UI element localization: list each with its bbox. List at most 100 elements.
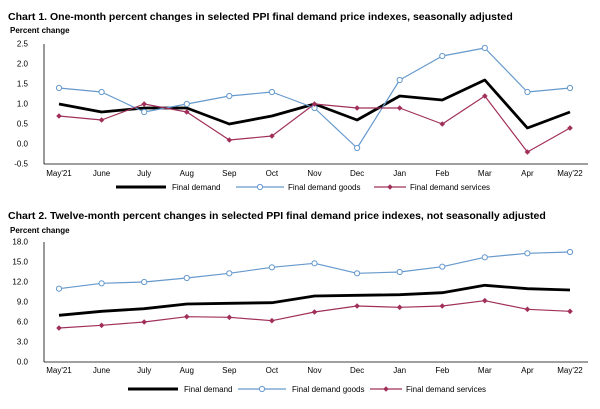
chart-2-xtick-feb: Feb: [435, 366, 449, 375]
chart-1-point-final-demand-services-june: [98, 117, 105, 123]
chart-1-point-final-demand-services-aug: [183, 109, 190, 115]
chart-1-ytick: 0.5: [17, 120, 29, 129]
chart-2-point-final-demand-goods-nov: [311, 260, 318, 267]
chart-2-ytick: 9.0: [17, 298, 29, 307]
chart-1-legend-item-final-demand: Final demand: [116, 183, 220, 192]
chart-2-point-final-demand-goods-feb: [439, 263, 446, 270]
chart-1-legend-item-final-demand-goods: Final demand goods: [236, 183, 361, 192]
chart-1-series-markers: [55, 44, 574, 155]
chart-1-point-final-demand-services-oct: [269, 133, 275, 139]
chart-1-xtick-dec: Dec: [350, 169, 364, 178]
chart-1-point-final-demand-goods-dec: [354, 144, 361, 152]
chart-1-point-final-demand-goods-feb: [439, 52, 446, 60]
chart-2-ytick: 18.0: [12, 238, 28, 247]
chart-2-point-final-demand-goods-dec: [354, 270, 361, 277]
chart-1-ytick: 2.5: [17, 40, 29, 49]
chart-1-point-final-demand-goods-apr: [524, 88, 531, 96]
chart-2-ytick: 15.0: [12, 258, 28, 267]
chart-1-xtick-mar: Mar: [478, 169, 492, 178]
legend-label-final-demand-goods: Final demand goods: [292, 385, 365, 394]
chart-1-point-final-demand-goods-sep: [226, 92, 233, 100]
chart-1-point-final-demand-goods-aug: [183, 100, 190, 108]
chart-2-point-final-demand-goods-oct: [268, 264, 275, 271]
chart-2-xtick-may-21: May'21: [46, 366, 72, 375]
chart-1-point-final-demand-services-apr: [524, 149, 531, 155]
chart-1-point-final-demand-services-sep: [226, 137, 233, 143]
chart-1-x-ticks: May'21 June July Aug Sep Oct Nov Dec Jan Feb Mar Ap…: [46, 169, 583, 178]
chart-1-point-final-demand-goods-mar: [481, 44, 488, 52]
chart-1-point-final-demand-services-mar: [482, 93, 488, 99]
chart-1-ytick: 0.0: [17, 140, 29, 149]
chart-2-xtick-july: July: [137, 366, 151, 375]
chart-1-point-final-demand-goods-jan: [396, 76, 403, 84]
chart-2-xtick-june: June: [93, 366, 111, 375]
chart-2-ytick: 0.0: [17, 358, 29, 367]
chart-1-point-final-demand-goods-may-21: [55, 84, 63, 92]
chart-2-ytick: 6.0: [17, 318, 29, 327]
chart-2-line-final-demand: [58, 283, 571, 317]
chart-1-title: Chart 1. One-month percent changes in se…: [8, 11, 513, 23]
chart-1-series-lines: [58, 47, 571, 153]
legend-marker-diamond: [383, 386, 389, 392]
legend-marker-diamond: [387, 184, 393, 190]
chart-2-xtick-dec: Dec: [350, 366, 364, 375]
chart-2-xtick-apr: Apr: [521, 366, 534, 375]
chart-2-legend-item-final-demand-goods: Final demand goods: [238, 385, 365, 394]
legend-label-final-demand-services: Final demand services: [406, 385, 486, 394]
chart-2-point-final-demand-goods-may-21: [55, 285, 63, 292]
chart-2-y-ticks: 18.0 15.0 12.0 9.0 6.0 3.0 0.0: [12, 238, 28, 367]
chart-2-point-final-demand-services-sep: [226, 314, 233, 321]
chart-1-xtick-july: July: [137, 169, 151, 178]
legend-label-final-demand-services: Final demand services: [410, 183, 490, 192]
chart-1-xtick-feb: Feb: [435, 169, 449, 178]
chart-2-point-final-demand-services-oct: [269, 317, 275, 324]
chart-1-ytick: -0.5: [14, 160, 28, 169]
legend-label-final-demand: Final demand: [184, 385, 232, 394]
chart-1-legend: Final demand Final demand goods Final de…: [116, 183, 490, 192]
chart-1-y-ticks: 2.5 2.0 1.5 1.0 0.5 0.0 -0.5: [14, 40, 28, 169]
chart-1-point-final-demand-goods-june: [98, 88, 105, 96]
chart-2-ylabel: Percent change: [10, 226, 70, 235]
chart-1-xtick-may-21: May'21: [46, 169, 72, 178]
chart-2-series-markers: [55, 248, 574, 331]
chart-1-ytick: 1.0: [17, 100, 29, 109]
chart-1-ytick: 1.5: [17, 80, 29, 89]
chart-2-point-final-demand-services-dec: [354, 303, 360, 309]
chart-2-point-final-demand-services-apr: [524, 306, 531, 313]
chart-2-xtick-nov: Nov: [307, 366, 321, 375]
chart-2-point-final-demand-goods-june: [98, 280, 105, 287]
chart-1-point-final-demand-goods-oct: [268, 88, 275, 96]
chart-1-ytick: 2.0: [17, 60, 29, 69]
chart-2-point-final-demand-goods-may-22: [566, 248, 574, 256]
chart-2-point-final-demand-goods-aug: [183, 274, 190, 282]
chart-1: Chart 1. One-month percent changes in se…: [8, 11, 588, 192]
chart-1-point-final-demand-services-feb: [439, 121, 446, 127]
chart-2-point-final-demand-services-may-22: [567, 308, 573, 315]
chart-2-xtick-sep: Sep: [222, 366, 237, 375]
chart-2-ytick: 12.0: [12, 278, 28, 287]
chart-1-xtick-apr: Apr: [521, 169, 534, 178]
chart-2-point-final-demand-goods-mar: [481, 254, 488, 261]
chart-2-ytick: 3.0: [17, 338, 29, 347]
chart-2-xtick-jan: Jan: [393, 366, 406, 375]
chart-1-point-final-demand-goods-may-22: [566, 84, 574, 92]
legend-label-final-demand-goods: Final demand goods: [288, 183, 361, 192]
chart-2-point-final-demand-services-mar: [482, 297, 488, 304]
chart-2-x-ticks: May'21 June July Aug Sep Oct Nov Dec Jan Feb Mar Ap…: [46, 366, 583, 375]
chart-1-point-final-demand-services-nov: [311, 101, 318, 107]
chart-2-line-final-demand-goods: [58, 251, 571, 290]
chart-1-line-final-demand-goods: [58, 47, 571, 149]
chart-2-point-final-demand-services-may-21: [56, 325, 62, 331]
chart-1-point-final-demand-services-july: [141, 101, 147, 107]
chart-2: Chart 2. Twelve-month percent changes in…: [8, 210, 588, 394]
chart-2-point-final-demand-services-june: [98, 322, 105, 329]
chart-2-legend-item-final-demand: Final demand: [128, 385, 232, 394]
chart-2-legend-item-final-demand-services: Final demand services: [370, 385, 486, 394]
chart-2-title: Chart 2. Twelve-month percent changes in…: [8, 210, 546, 222]
chart-2-point-final-demand-services-jan: [396, 304, 403, 311]
chart-2-point-final-demand-goods-jan: [396, 268, 403, 276]
chart-1-xtick-jan: Jan: [393, 169, 406, 178]
chart-1-xtick-may-22: May'22: [557, 169, 583, 178]
